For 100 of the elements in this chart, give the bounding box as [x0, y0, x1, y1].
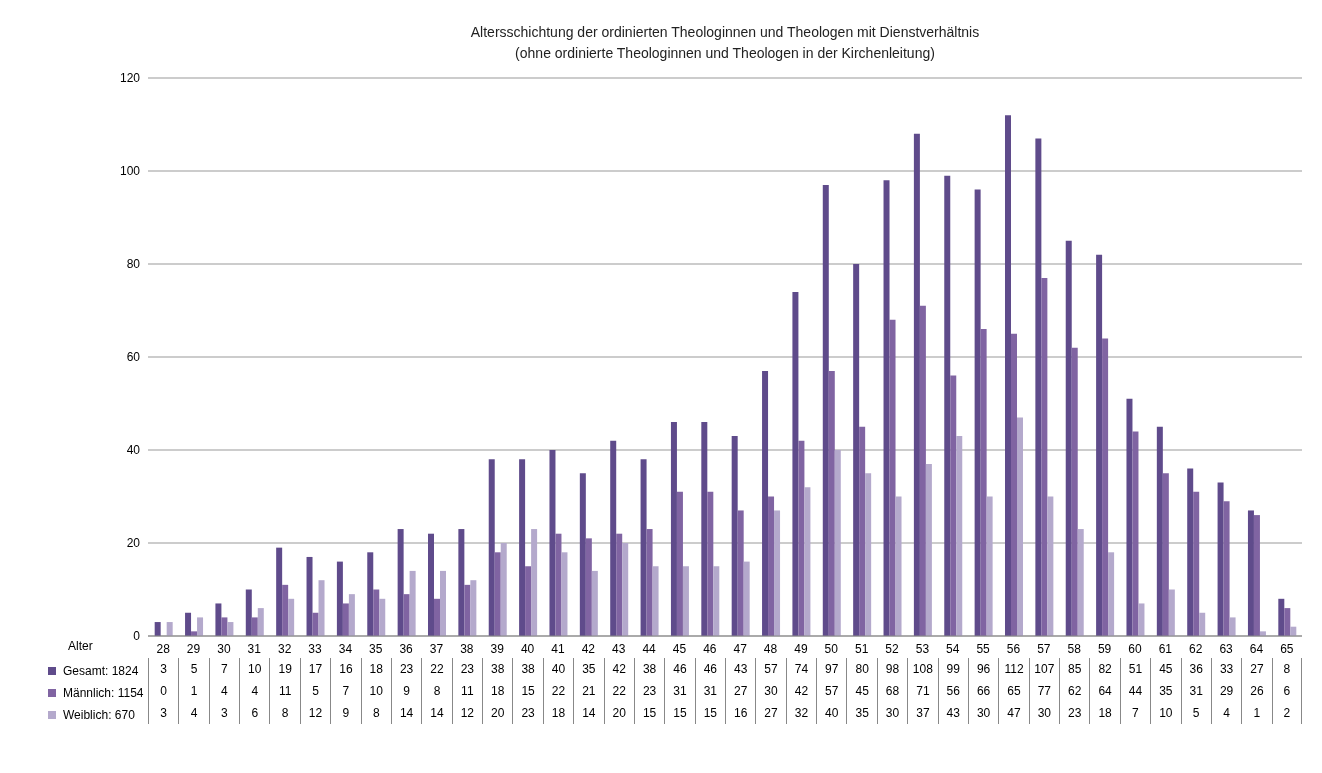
data-label: 23: [633, 680, 665, 702]
bar: [440, 570, 446, 636]
bar: [458, 529, 465, 636]
bar: [1168, 589, 1175, 636]
data-label: 96: [967, 658, 999, 680]
bar: [561, 552, 568, 636]
bar: [1035, 138, 1042, 636]
data-label: 108: [907, 658, 938, 680]
bar: [585, 538, 592, 636]
bar: [822, 184, 829, 636]
data-label: 18: [542, 702, 574, 724]
data-label: 35: [846, 702, 877, 724]
bar: [1284, 608, 1291, 636]
data-label: 43: [937, 702, 968, 724]
bar: [1047, 496, 1054, 636]
data-label: 77: [1028, 680, 1060, 702]
bar: [1229, 617, 1236, 636]
legend-label: Weiblich: 670: [63, 708, 135, 722]
data-label: 57: [816, 680, 847, 702]
x-tick-label: 38: [460, 641, 474, 656]
bar: [859, 426, 866, 636]
data-label: 6: [239, 702, 270, 724]
x-tick-label: 53: [915, 641, 930, 656]
x-tick-label: 37: [429, 641, 444, 656]
x-tick-label: 43: [612, 641, 626, 656]
data-label: 38: [482, 658, 513, 680]
bar: [682, 566, 689, 636]
bar: [579, 473, 586, 636]
data-label: 98: [876, 658, 908, 680]
bar: [676, 491, 683, 636]
data-label: 8: [360, 702, 391, 724]
x-tick-label: 34: [338, 641, 353, 656]
y-tick-label: 20: [126, 536, 141, 551]
bar: [919, 305, 926, 636]
bar: [397, 529, 404, 636]
data-label: 18: [1089, 702, 1120, 724]
x-tick-label: 60: [1128, 641, 1142, 656]
data-label: 23: [390, 658, 422, 680]
chart-subtitle: (ohne ordinierte Theologinnen und Theologen in der Kirchenleitung): [514, 44, 936, 63]
x-tick-label: 33: [308, 641, 323, 656]
x-tick-label: 62: [1189, 641, 1203, 656]
bar: [215, 603, 222, 636]
bar: [312, 612, 319, 636]
bar: [591, 570, 598, 636]
bar: [1077, 529, 1084, 636]
bar: [1126, 398, 1133, 636]
x-tick-label: 52: [885, 641, 900, 656]
data-label: 1: [178, 680, 209, 702]
data-label: 22: [421, 658, 452, 680]
legend-label: Gesamt: 1824: [63, 664, 139, 678]
bar: [1102, 338, 1109, 636]
bar: [197, 617, 204, 636]
bar: [974, 189, 981, 636]
bar: [500, 543, 507, 636]
bar: [610, 440, 617, 636]
bar: [828, 370, 835, 636]
y-tick-label: 80: [126, 257, 141, 272]
bar: [1065, 240, 1072, 636]
data-label: 23: [512, 702, 543, 724]
x-tick-label: 32: [277, 641, 292, 656]
x-tick-label: 40: [520, 641, 535, 656]
data-label: 18: [482, 680, 513, 702]
x-tick-label: 55: [976, 641, 991, 656]
bar: [519, 459, 526, 636]
bar: [1162, 473, 1169, 636]
bar: [1011, 333, 1017, 636]
data-label: 37: [907, 702, 938, 724]
bar: [883, 180, 890, 636]
bar: [434, 598, 440, 636]
bar: [367, 552, 374, 636]
bar: [913, 133, 920, 636]
y-tick-label: 0: [133, 629, 141, 644]
bar: [257, 608, 264, 636]
x-tick-label: 56: [1006, 641, 1021, 656]
data-label: 19: [269, 658, 300, 680]
data-label: 38: [512, 658, 543, 680]
x-tick-label: 48: [763, 641, 778, 656]
x-tick-label: 42: [581, 641, 596, 656]
bar: [737, 510, 744, 636]
data-label: 57: [755, 658, 786, 680]
data-label: 4: [178, 702, 209, 724]
data-label: 5: [1180, 702, 1211, 724]
x-tick-label: 49: [794, 641, 808, 656]
bar: [889, 319, 896, 636]
x-tick-label: 51: [854, 641, 869, 656]
data-label: 46: [694, 658, 725, 680]
data-label: 74: [785, 658, 817, 680]
data-label: 23: [451, 658, 483, 680]
data-label: 97: [816, 658, 847, 680]
bar: [1199, 612, 1206, 636]
data-label: 64: [1089, 680, 1120, 702]
bar: [646, 529, 653, 636]
bar: [986, 496, 993, 636]
bar: [944, 175, 951, 636]
x-axis-title: Alter: [68, 639, 93, 653]
bar: [464, 584, 471, 636]
data-label: 30: [876, 702, 908, 724]
data-label: 31: [664, 680, 695, 702]
data-label: 10: [239, 658, 270, 680]
bar: [707, 491, 714, 636]
